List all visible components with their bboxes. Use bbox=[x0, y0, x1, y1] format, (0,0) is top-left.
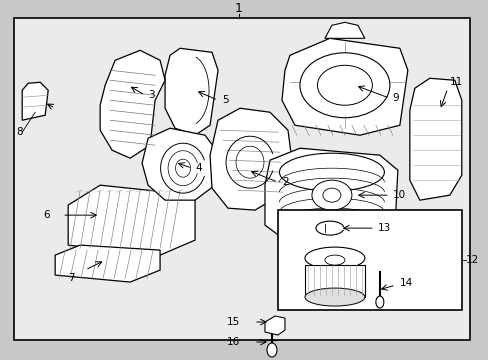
Ellipse shape bbox=[322, 188, 340, 202]
Text: 11: 11 bbox=[449, 77, 462, 87]
Text: 16: 16 bbox=[226, 337, 240, 347]
Text: 13: 13 bbox=[377, 223, 390, 233]
Ellipse shape bbox=[299, 53, 389, 118]
Polygon shape bbox=[264, 316, 285, 335]
Ellipse shape bbox=[305, 288, 364, 306]
Ellipse shape bbox=[305, 247, 364, 269]
Ellipse shape bbox=[279, 153, 384, 191]
Ellipse shape bbox=[324, 255, 344, 265]
Text: 8: 8 bbox=[16, 127, 23, 137]
Text: 3: 3 bbox=[148, 90, 154, 100]
Polygon shape bbox=[142, 128, 220, 200]
Polygon shape bbox=[55, 245, 160, 282]
Ellipse shape bbox=[315, 221, 343, 235]
Text: 6: 6 bbox=[43, 210, 50, 220]
Bar bbox=[14, 18, 469, 340]
Ellipse shape bbox=[317, 65, 372, 105]
Ellipse shape bbox=[375, 296, 383, 308]
Ellipse shape bbox=[266, 343, 276, 357]
Polygon shape bbox=[210, 108, 291, 210]
Polygon shape bbox=[282, 38, 407, 135]
Text: 10: 10 bbox=[392, 190, 405, 200]
Text: 15: 15 bbox=[226, 317, 240, 327]
Polygon shape bbox=[68, 185, 195, 255]
Text: 7: 7 bbox=[68, 273, 75, 283]
Polygon shape bbox=[324, 22, 364, 38]
Text: 9: 9 bbox=[392, 93, 399, 103]
Text: 2: 2 bbox=[282, 177, 288, 187]
Polygon shape bbox=[264, 148, 397, 248]
Bar bbox=[305, 265, 364, 297]
Text: 4: 4 bbox=[195, 163, 201, 173]
Polygon shape bbox=[100, 50, 165, 158]
Polygon shape bbox=[22, 82, 48, 120]
Text: 5: 5 bbox=[222, 95, 228, 105]
Polygon shape bbox=[409, 78, 461, 200]
Text: 14: 14 bbox=[399, 278, 412, 288]
Text: 12: 12 bbox=[465, 255, 478, 265]
Ellipse shape bbox=[311, 180, 351, 210]
Polygon shape bbox=[165, 48, 218, 135]
Bar bbox=[277, 210, 461, 310]
Text: 1: 1 bbox=[235, 2, 243, 15]
